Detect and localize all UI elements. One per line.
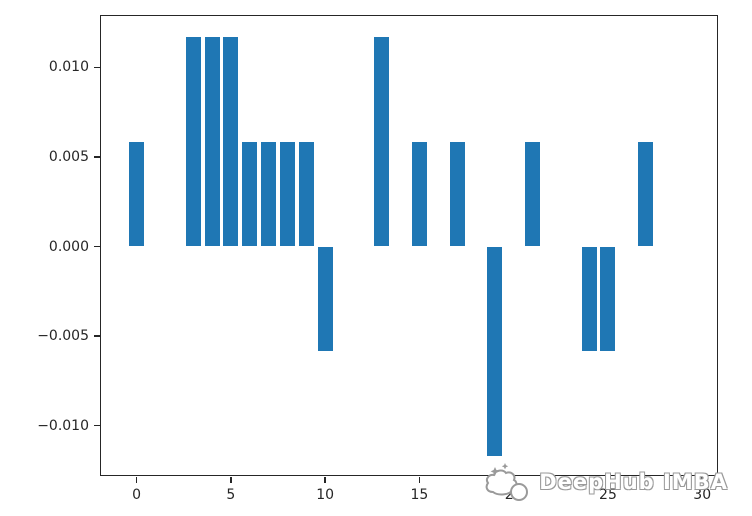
x-tick-mark <box>607 477 609 483</box>
plot-area: 0 5 10 15 20 25 30 0.010 0.005 0.000 −0.005 −0.010 <box>37 15 718 503</box>
bar <box>487 246 503 457</box>
x-tick-mark <box>512 477 515 483</box>
x-tick-mark <box>418 477 421 483</box>
x-tick-label: 5 <box>226 487 236 503</box>
x-tick-label: 15 <box>410 487 429 503</box>
bar <box>525 141 541 247</box>
bar <box>449 141 465 247</box>
x-tick-label: 10 <box>316 487 335 503</box>
y-tick-mark <box>93 245 100 248</box>
y-tick-mark <box>93 156 100 158</box>
bar <box>374 36 390 247</box>
y-tick-label: 0.005 <box>48 148 89 165</box>
bar <box>638 141 654 247</box>
x-tick-label: 0 <box>132 487 142 503</box>
y-tick-mark <box>93 66 100 69</box>
y-tick-label: 0.010 <box>48 59 89 76</box>
y-tick-label: 0.000 <box>48 238 89 255</box>
y-tick-mark <box>93 335 100 337</box>
x-tick-label: 20 <box>504 487 523 503</box>
x-tick-label: 25 <box>599 487 617 503</box>
bar <box>298 141 314 247</box>
x-tick-mark <box>701 477 703 483</box>
bar <box>581 246 597 352</box>
x-tick-mark <box>230 477 232 483</box>
y-tick-label: −0.010 <box>37 417 89 434</box>
bar <box>185 36 201 247</box>
y-tick-mark <box>93 424 100 427</box>
x-tick-mark <box>135 477 138 483</box>
bar <box>600 246 616 352</box>
bar <box>279 141 295 247</box>
bar <box>204 36 220 247</box>
x-tick-mark <box>324 477 326 483</box>
bar <box>242 141 258 247</box>
bar <box>129 141 145 247</box>
y-tick-label: −0.005 <box>37 328 89 345</box>
bar <box>223 36 239 247</box>
bar <box>411 141 427 247</box>
x-tick-label: 30 <box>693 487 712 503</box>
bar <box>317 246 333 352</box>
bar <box>261 141 277 247</box>
